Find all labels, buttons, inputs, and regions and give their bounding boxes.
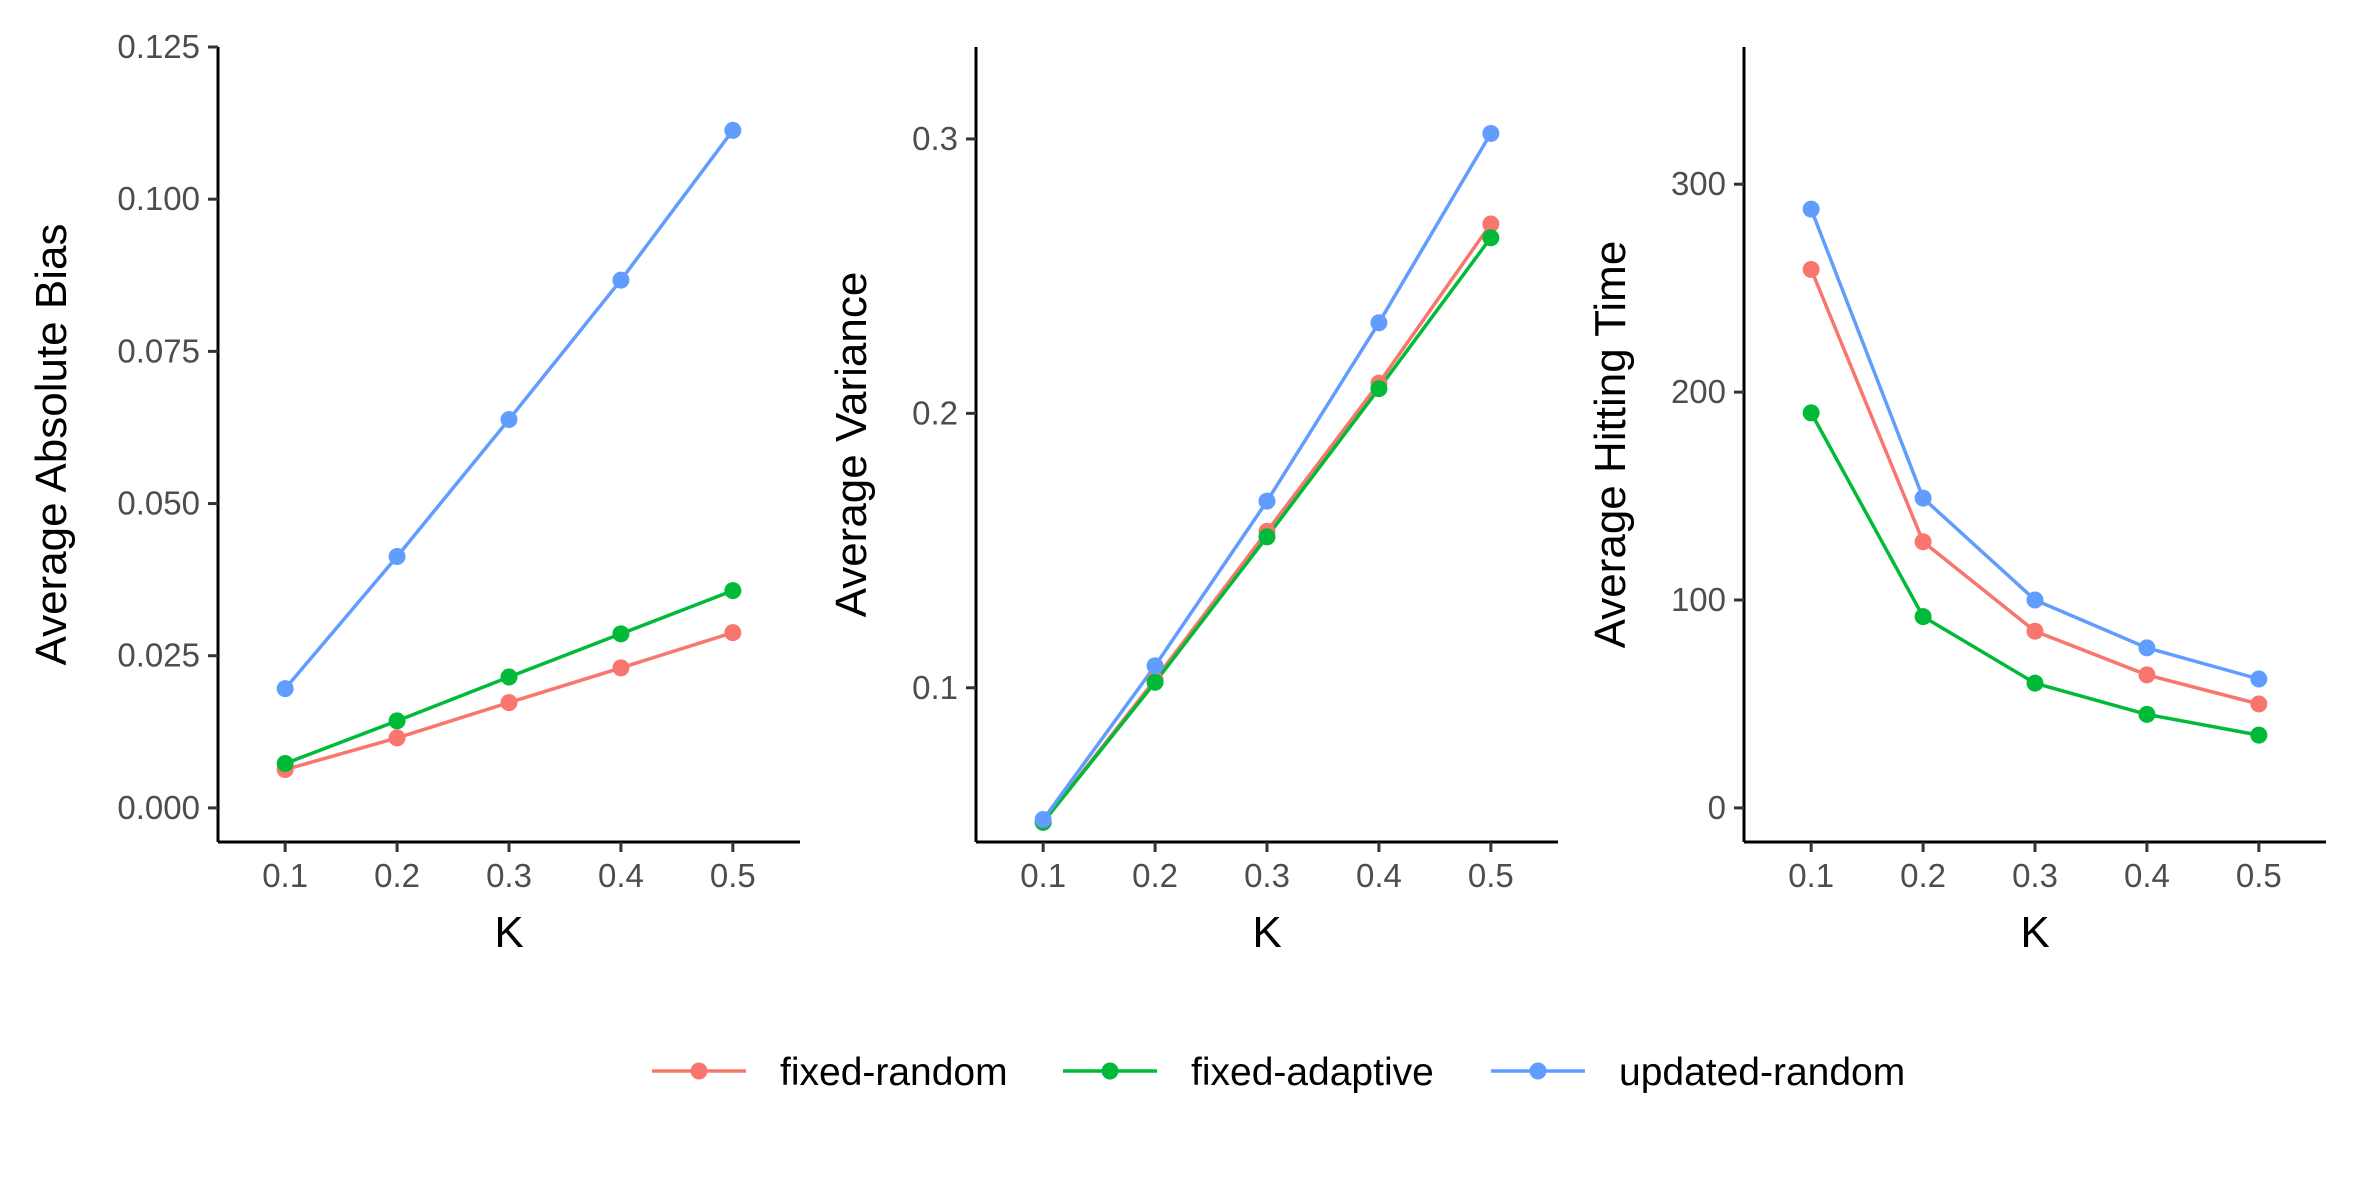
x-tick-label: 0.1 — [1020, 857, 1066, 894]
x-tick-label: 0.2 — [1900, 857, 1946, 894]
legend-key-point — [1101, 1062, 1119, 1080]
y-axis-title: Average Variance — [827, 272, 876, 618]
data-point-fixed-random — [724, 624, 742, 642]
x-tick-label: 0.4 — [598, 857, 644, 894]
data-point-fixed-adaptive — [2138, 705, 2156, 723]
data-point-updated-random — [276, 680, 294, 698]
data-point-updated-random — [1802, 200, 1820, 218]
data-point-fixed-random — [1482, 215, 1500, 233]
legend-key-point — [690, 1062, 708, 1080]
data-point-fixed-random — [1914, 533, 1932, 551]
x-tick-label: 0.3 — [2012, 857, 2058, 894]
data-point-fixed-random — [2250, 695, 2268, 713]
legend-label: fixed-random — [780, 1051, 1008, 1094]
x-tick-label: 0.5 — [710, 857, 756, 894]
chart-panel-1: 0.000 0.025 0.050 0.075 0.100 0.125 0.1 0.2 0.3 0… — [27, 28, 800, 957]
y-tick-label: 0.050 — [117, 485, 200, 522]
data-point-updated-random — [1146, 657, 1164, 675]
x-tick-label: 0.1 — [262, 857, 308, 894]
data-point-updated-random — [500, 411, 518, 429]
legend-item-fixed-random: fixed-random — [652, 1051, 1008, 1094]
data-point-fixed-adaptive — [500, 668, 518, 686]
x-axis-title: K — [494, 908, 523, 957]
y-tick-label: 0.100 — [117, 180, 200, 217]
y-tick-label: 0.125 — [117, 28, 200, 65]
x-axis-title: K — [1252, 908, 1281, 957]
x-tick-label: 0.3 — [1244, 857, 1290, 894]
legend-key-point — [1529, 1062, 1547, 1080]
data-point-updated-random — [1034, 810, 1052, 828]
data-point-fixed-adaptive — [1258, 528, 1276, 546]
y-tick-label: 0.025 — [117, 637, 200, 674]
chart-panel-3: 0 100 200 300 0.1 0.2 0.3 0.4 0.5 K Average Hittin… — [1586, 47, 2326, 957]
y-axis-title: Average Hitting Time — [1586, 241, 1635, 649]
data-point-updated-random — [2138, 639, 2156, 657]
data-point-fixed-adaptive — [1482, 229, 1500, 247]
data-point-fixed-random — [500, 694, 518, 712]
y-axis-title: Average Absolute Bias — [27, 224, 76, 666]
x-tick-label: 0.5 — [2236, 857, 2282, 894]
x-tick-label: 0.2 — [1132, 857, 1178, 894]
data-point-updated-random — [1482, 124, 1500, 142]
y-tick-label: 300 — [1671, 165, 1726, 202]
legend-item-fixed-adaptive: fixed-adaptive — [1063, 1051, 1434, 1094]
data-point-fixed-adaptive — [1914, 608, 1932, 626]
x-tick-label: 0.2 — [374, 857, 420, 894]
y-tick-label: 0.3 — [912, 120, 958, 157]
data-point-updated-random — [1258, 492, 1276, 510]
data-point-fixed-adaptive — [1802, 404, 1820, 422]
x-tick-label: 0.4 — [2124, 857, 2170, 894]
data-point-updated-random — [612, 271, 630, 289]
data-point-fixed-random — [612, 659, 630, 677]
legend-label: fixed-adaptive — [1191, 1051, 1434, 1094]
data-point-fixed-random — [2138, 666, 2156, 684]
y-tick-label: 0.2 — [912, 394, 958, 431]
data-point-updated-random — [724, 121, 742, 139]
y-tick-label: 0.075 — [117, 332, 200, 369]
data-point-fixed-random — [2026, 622, 2044, 640]
data-point-fixed-adaptive — [2026, 674, 2044, 692]
x-tick-label: 0.3 — [486, 857, 532, 894]
data-point-fixed-adaptive — [724, 582, 742, 600]
data-point-updated-random — [388, 548, 406, 566]
y-tick-label: 0 — [1708, 789, 1726, 826]
series-line-updated-random — [1809, 208, 2260, 681]
y-tick-label: 0.1 — [912, 669, 958, 706]
x-tick-label: 0.4 — [1356, 857, 1402, 894]
data-point-fixed-adaptive — [276, 754, 294, 772]
data-point-updated-random — [2026, 591, 2044, 609]
legend-label: updated-random — [1619, 1051, 1905, 1094]
data-point-updated-random — [1914, 489, 1932, 507]
data-point-fixed-adaptive — [612, 625, 630, 643]
y-tick-label: 100 — [1671, 581, 1726, 618]
data-point-fixed-adaptive — [1146, 673, 1164, 691]
y-tick-label: 200 — [1671, 373, 1726, 410]
series-line-updated-random — [1041, 132, 1493, 821]
chart-panel-2: 0.1 0.2 0.3 0.1 0.2 0.3 0.4 0.5 K Average Varianc… — [827, 47, 1558, 957]
legend: fixed-random fixed-adaptive updated-random — [652, 1051, 1905, 1094]
x-tick-label: 0.1 — [1788, 857, 1834, 894]
data-point-fixed-adaptive — [1370, 380, 1388, 398]
x-tick-label: 0.5 — [1468, 857, 1514, 894]
legend-item-updated-random: updated-random — [1491, 1051, 1905, 1094]
series-line-updated-random — [283, 129, 735, 690]
data-point-updated-random — [2250, 670, 2268, 688]
x-axis-title: K — [2020, 908, 2049, 957]
data-point-updated-random — [1370, 314, 1388, 332]
data-point-fixed-adaptive — [388, 712, 406, 730]
data-point-fixed-random — [388, 729, 406, 747]
data-point-fixed-random — [1802, 260, 1820, 278]
y-tick-label: 0.000 — [117, 789, 200, 826]
data-point-fixed-adaptive — [2250, 726, 2268, 744]
